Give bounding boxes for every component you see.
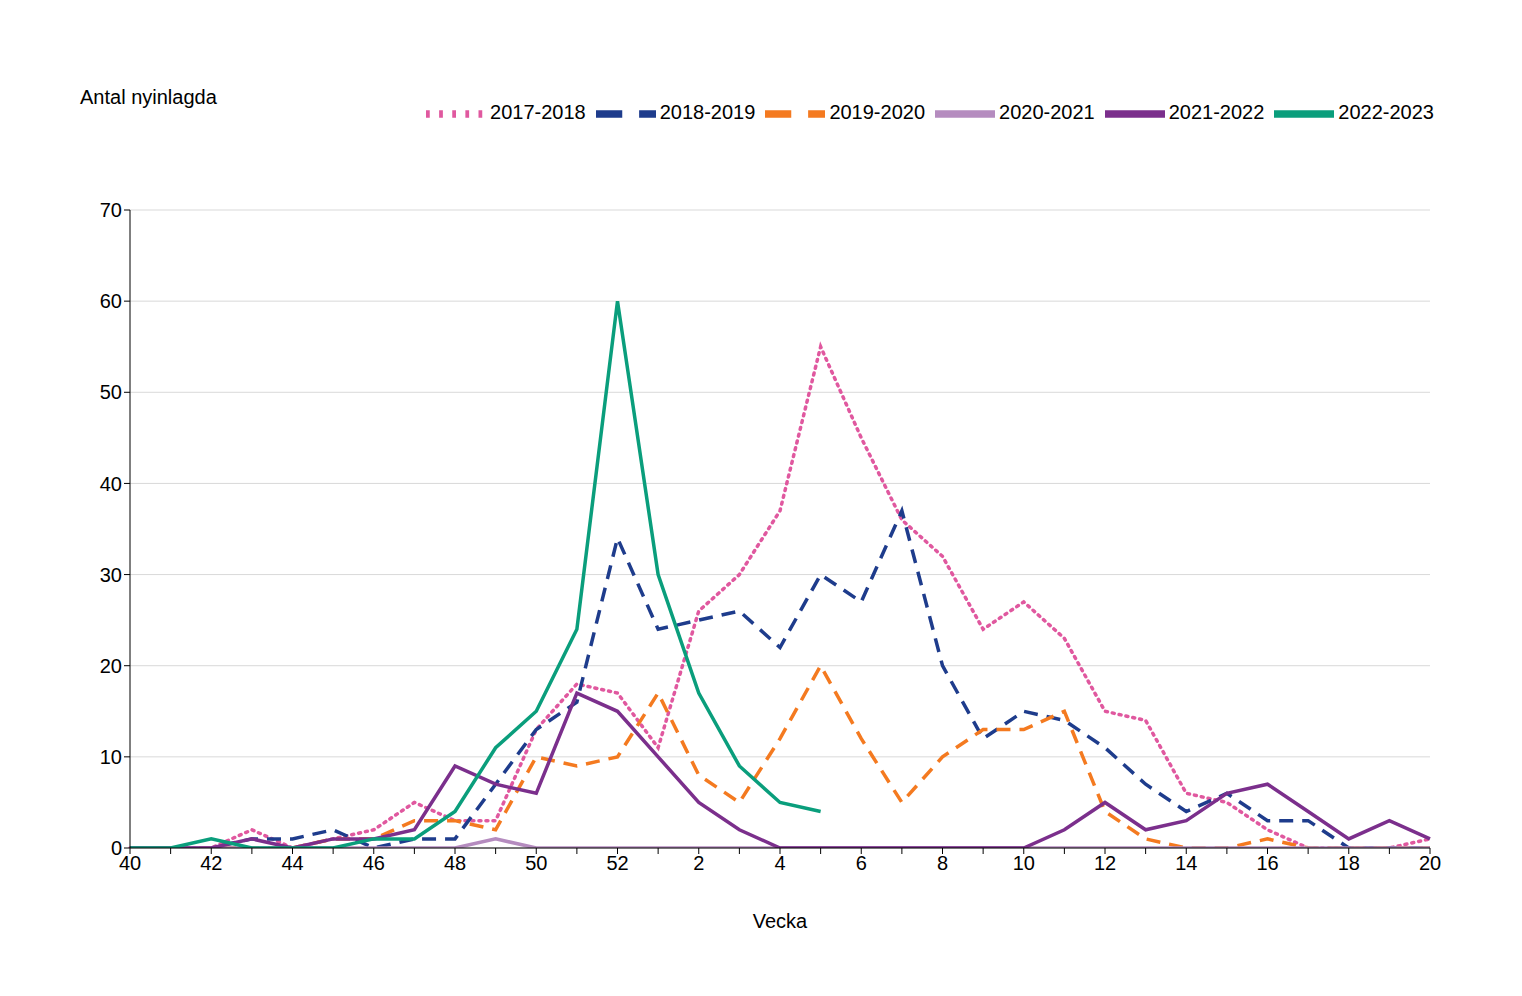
html-text:2022-2023: 2022-2023 xyxy=(1338,101,1434,124)
svg-text:4: 4 xyxy=(774,852,785,874)
html-text:2020-2021: 2020-2021 xyxy=(999,101,1095,124)
svg-text:46: 46 xyxy=(363,852,385,874)
svg-text:20: 20 xyxy=(100,655,122,677)
svg-text:6: 6 xyxy=(856,852,867,874)
svg-text:50: 50 xyxy=(100,381,122,403)
svg-text:8: 8 xyxy=(937,852,948,874)
html-text:Antal nyinlagda: Antal nyinlagda xyxy=(80,86,217,108)
svg-text:44: 44 xyxy=(281,852,303,874)
svg-text:10: 10 xyxy=(1013,852,1035,874)
svg-text:50: 50 xyxy=(525,852,547,874)
svg-text:12: 12 xyxy=(1094,852,1116,874)
svg-text:18: 18 xyxy=(1338,852,1360,874)
svg-text:0: 0 xyxy=(111,837,122,859)
svg-text:14: 14 xyxy=(1175,852,1197,874)
svg-text:48: 48 xyxy=(444,852,466,874)
html-text:2017-2018: 2017-2018 xyxy=(490,101,586,124)
svg-text:70: 70 xyxy=(100,199,122,221)
svg-text:16: 16 xyxy=(1256,852,1278,874)
svg-text:20: 20 xyxy=(1419,852,1441,874)
svg-text:10: 10 xyxy=(100,746,122,768)
svg-text:42: 42 xyxy=(200,852,222,874)
svg-text:Vecka: Vecka xyxy=(753,910,808,932)
html-text:2021-2022: 2021-2022 xyxy=(1168,101,1265,124)
svg-text:52: 52 xyxy=(606,852,628,874)
svg-text:60: 60 xyxy=(100,290,122,312)
svg-text:40: 40 xyxy=(119,852,141,874)
html-text:2018-2019: 2018-2019 xyxy=(659,101,756,124)
svg-text:40: 40 xyxy=(100,473,122,495)
svg-text:2: 2 xyxy=(693,852,704,874)
svg-text:30: 30 xyxy=(100,564,122,586)
html-text:2019-2020: 2019-2020 xyxy=(829,101,925,124)
